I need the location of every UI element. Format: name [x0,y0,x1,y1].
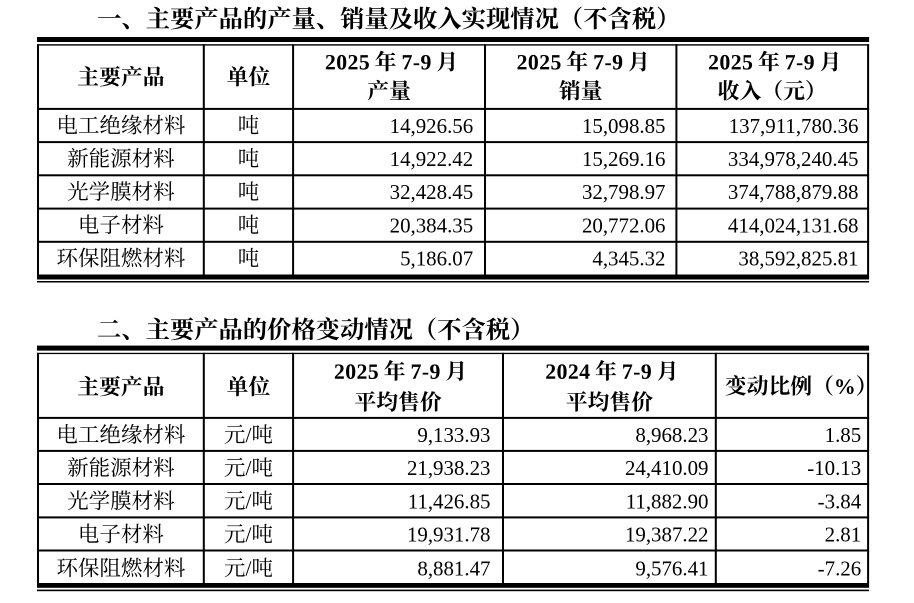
svg-text:-3.84: -3.84 [818,489,862,513]
svg-text:374,788,879.88: 374,788,879.88 [728,180,859,204]
svg-text:9,576.41: 9,576.41 [635,557,708,581]
svg-text:4,345.32: 4,345.32 [592,247,665,271]
svg-text:11,426.85: 11,426.85 [408,489,491,513]
svg-text:15,269.16: 15,269.16 [582,147,666,171]
svg-text:5,186.07: 5,186.07 [400,247,473,271]
svg-text:19,387.22: 19,387.22 [625,523,709,547]
svg-text:8,968.23: 8,968.23 [635,423,708,447]
svg-text:2.81: 2.81 [825,523,862,547]
svg-text:32,798.97: 32,798.97 [582,180,666,204]
svg-text:14,926.56: 14,926.56 [390,114,474,138]
svg-text:334,978,240.45: 334,978,240.45 [728,147,859,171]
svg-text:32,428.45: 32,428.45 [390,180,474,204]
svg-text:21,938.23: 21,938.23 [407,456,491,480]
svg-text:20,772.06: 20,772.06 [582,213,666,237]
svg-text:14,922.42: 14,922.42 [390,147,474,171]
svg-text:20,384.35: 20,384.35 [390,213,474,237]
svg-text:137,911,780.36: 137,911,780.36 [729,114,859,138]
svg-text:-7.26: -7.26 [818,557,862,581]
svg-text:38,592,825.81: 38,592,825.81 [738,247,858,271]
svg-text:19,931.78: 19,931.78 [407,523,491,547]
svg-text:-10.13: -10.13 [807,456,861,480]
svg-text:414,024,131.68: 414,024,131.68 [728,213,859,237]
svg-text:24,410.09: 24,410.09 [625,456,709,480]
svg-text:8,881.47: 8,881.47 [417,557,490,581]
svg-text:9,133.93: 9,133.93 [417,423,490,447]
svg-text:15,098.85: 15,098.85 [582,114,666,138]
svg-text:11,882.90: 11,882.90 [626,489,709,513]
svg-text:1.85: 1.85 [825,423,862,447]
